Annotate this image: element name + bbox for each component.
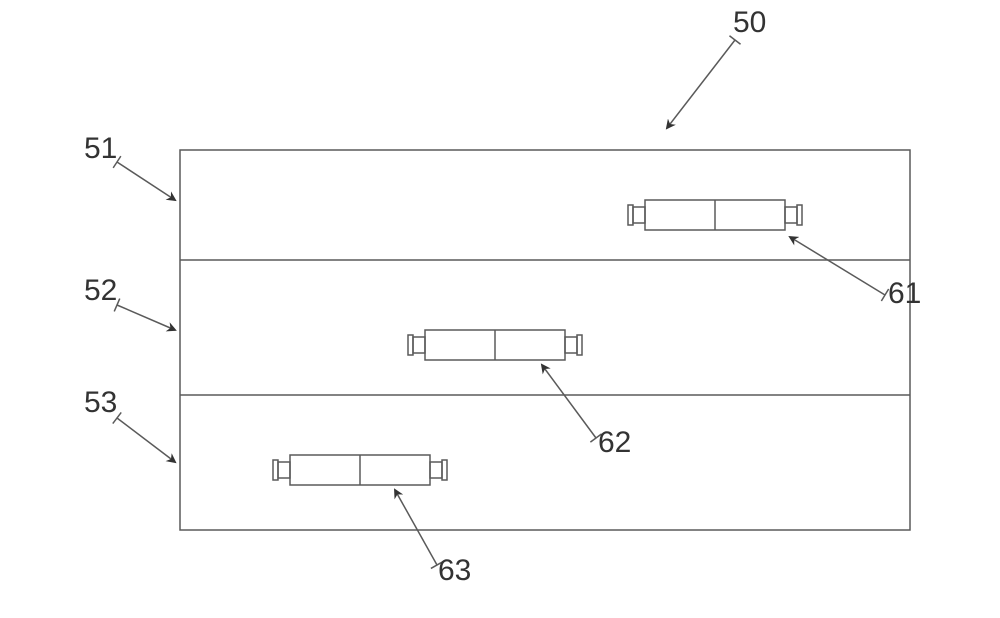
label-50: 50 (667, 6, 766, 128)
comp-63-cap-left (273, 460, 278, 480)
components-layer (273, 200, 802, 485)
label-53-text: 53 (84, 386, 117, 419)
diagram-canvas: 50 51 52 53 61 62 63 (0, 0, 1000, 618)
comp-61-cap-right (797, 205, 802, 225)
label-62: 62 (542, 365, 631, 459)
label-61-text: 61 (888, 277, 921, 310)
label-62-arrow (542, 365, 596, 438)
label-61: 61 (790, 237, 921, 310)
label-53-arrow (117, 418, 175, 462)
comp-61-stub-left (633, 207, 645, 223)
comp-63-stub-left (278, 462, 290, 478)
label-63: 63 (395, 490, 471, 587)
comp-62 (408, 330, 582, 360)
comp-62-stub-left (413, 337, 425, 353)
labels-layer: 50 51 52 53 61 62 63 (84, 6, 921, 587)
label-63-arrow (395, 490, 437, 565)
label-50-arrow (667, 40, 735, 128)
label-61-arrow (790, 237, 885, 295)
comp-61 (628, 200, 802, 230)
label-53: 53 (84, 386, 175, 462)
label-52-arrow (117, 305, 175, 330)
label-51: 51 (84, 132, 175, 200)
comp-61-cap-left (628, 205, 633, 225)
comp-62-cap-left (408, 335, 413, 355)
label-52-text: 52 (84, 274, 117, 307)
label-50-text: 50 (733, 6, 766, 39)
label-51-arrow (117, 162, 175, 200)
label-62-text: 62 (598, 426, 631, 459)
comp-61-stub-right (785, 207, 797, 223)
comp-63 (273, 455, 447, 485)
label-51-text: 51 (84, 132, 117, 165)
label-63-text: 63 (438, 554, 471, 587)
label-52: 52 (84, 274, 175, 330)
comp-63-cap-right (442, 460, 447, 480)
comp-62-stub-right (565, 337, 577, 353)
comp-62-cap-right (577, 335, 582, 355)
comp-63-stub-right (430, 462, 442, 478)
